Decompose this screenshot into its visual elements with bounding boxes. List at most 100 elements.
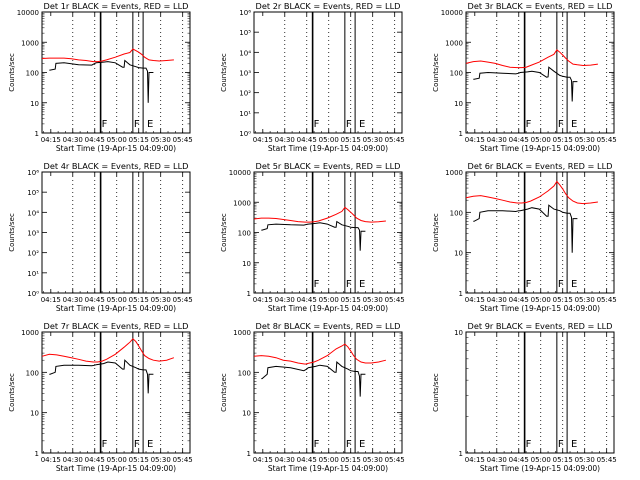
x-tick-label: 04:30	[275, 296, 295, 304]
x-axis-label: Start Time (19-Apr-15 04:09:00)	[480, 144, 600, 153]
x-tick-label: 04:15	[41, 136, 61, 144]
y-tick-label: 1	[35, 450, 39, 458]
event-marker-label: E	[571, 279, 577, 290]
x-tick-label: 05:15	[553, 136, 573, 144]
y-axis-label: Counts/sec	[220, 213, 228, 252]
x-tick-label: 05:45	[385, 296, 405, 304]
x-tick-label: 04:45	[509, 136, 529, 144]
y-axis-label: Counts/sec	[8, 53, 16, 92]
y-tick-label: 100	[238, 230, 251, 238]
y-axis-label: Counts/sec	[8, 213, 16, 252]
y-tick-label: 1000	[21, 329, 39, 337]
x-tick-label: 04:15	[465, 136, 485, 144]
x-tick-label: 04:30	[487, 296, 507, 304]
y-tick-label: 1	[459, 130, 463, 138]
lld-series-line	[41, 338, 175, 363]
event-marker-label: F	[558, 119, 564, 130]
event-marker-label: F	[102, 119, 108, 130]
y-tick-label: 10⁵	[27, 189, 39, 197]
plot-frame	[41, 11, 191, 134]
y-tick-label: 10000	[229, 169, 251, 177]
x-tick-label: 05:00	[531, 296, 551, 304]
panel-title: Det 2r BLACK = Events, RED = LLD	[256, 1, 401, 11]
x-tick-label: 05:30	[575, 456, 595, 464]
x-tick-label: 04:15	[41, 456, 61, 464]
panel-title: Det 6r BLACK = Events, RED = LLD	[468, 161, 613, 171]
y-axis-label: Counts/sec	[432, 53, 440, 92]
y-axis-label: Counts/sec	[8, 373, 16, 412]
event-marker-label: F	[526, 119, 532, 130]
event-marker-label: F	[102, 439, 108, 450]
x-tick-label: 05:00	[319, 136, 339, 144]
events-series-line	[473, 66, 578, 102]
x-tick-label: 04:15	[253, 296, 273, 304]
events-series-line	[49, 359, 154, 394]
x-tick-label: 05:45	[597, 456, 617, 464]
y-tick-label: 1000	[233, 199, 251, 207]
lld-series-line	[465, 180, 598, 205]
y-tick-label: 10⁴	[239, 49, 251, 57]
x-tick-label: 04:30	[487, 136, 507, 144]
y-tick-label: 1000	[233, 329, 251, 337]
x-axis-label: Start Time (19-Apr-15 04:09:00)	[56, 464, 176, 473]
x-axis-label: Start Time (19-Apr-15 04:09:00)	[268, 144, 388, 153]
y-tick-label: 1	[459, 290, 463, 298]
x-tick-label: 04:45	[85, 136, 105, 144]
y-tick-label: 1	[35, 130, 39, 138]
x-tick-label: 05:15	[129, 456, 149, 464]
x-tick-label: 04:45	[297, 296, 317, 304]
x-tick-label: 04:45	[85, 296, 105, 304]
panel-title: Det 1r BLACK = Events, RED = LLD	[44, 1, 189, 11]
y-tick-label: 10	[242, 260, 251, 268]
event-marker-label: E	[359, 279, 365, 290]
panel-title: Det 7r BLACK = Events, RED = LLD	[44, 321, 189, 331]
y-tick-label: 10¹	[27, 270, 39, 278]
plot-frame	[41, 331, 191, 454]
x-tick-label: 04:30	[63, 296, 83, 304]
x-tick-label: 05:30	[151, 456, 171, 464]
event-marker-label: F	[526, 279, 532, 290]
events-series-line	[261, 360, 366, 397]
x-tick-label: 05:45	[173, 136, 193, 144]
x-tick-label: 05:30	[363, 136, 383, 144]
event-marker-label: F	[558, 279, 564, 290]
panel-title: Det 5r BLACK = Events, RED = LLD	[256, 161, 401, 171]
x-tick-label: 04:15	[253, 456, 273, 464]
panel-title: Det 3r BLACK = Events, RED = LLD	[468, 1, 613, 11]
event-marker-label: F	[346, 279, 352, 290]
events-series-line	[49, 59, 154, 103]
y-tick-label: 10	[454, 100, 463, 108]
y-tick-label: 1	[459, 450, 463, 458]
y-tick-label: 100	[238, 369, 251, 377]
plot-frame	[253, 11, 403, 134]
x-tick-label: 04:45	[297, 456, 317, 464]
event-marker-label: F	[314, 119, 320, 130]
lld-series-line	[465, 49, 598, 69]
event-marker-label: E	[147, 119, 153, 130]
y-tick-label: 100	[26, 369, 39, 377]
y-axis-label: Counts/sec	[432, 213, 440, 252]
x-tick-label: 05:30	[575, 296, 595, 304]
x-tick-label: 04:30	[275, 456, 295, 464]
events-series-line	[473, 204, 578, 253]
y-tick-label: 10³	[239, 70, 251, 78]
x-tick-label: 05:45	[173, 296, 193, 304]
x-tick-label: 05:30	[151, 136, 171, 144]
event-marker-label: E	[359, 439, 365, 450]
panel-title: Det 4r BLACK = Events, RED = LLD	[44, 161, 189, 171]
x-tick-label: 05:00	[531, 456, 551, 464]
x-tick-label: 05:15	[129, 136, 149, 144]
event-marker-label: F	[558, 439, 564, 450]
x-tick-label: 05:45	[385, 136, 405, 144]
y-tick-label: 1000	[445, 39, 463, 47]
x-tick-label: 04:30	[487, 456, 507, 464]
x-tick-label: 04:45	[509, 456, 529, 464]
y-tick-label: 10²	[27, 250, 39, 258]
